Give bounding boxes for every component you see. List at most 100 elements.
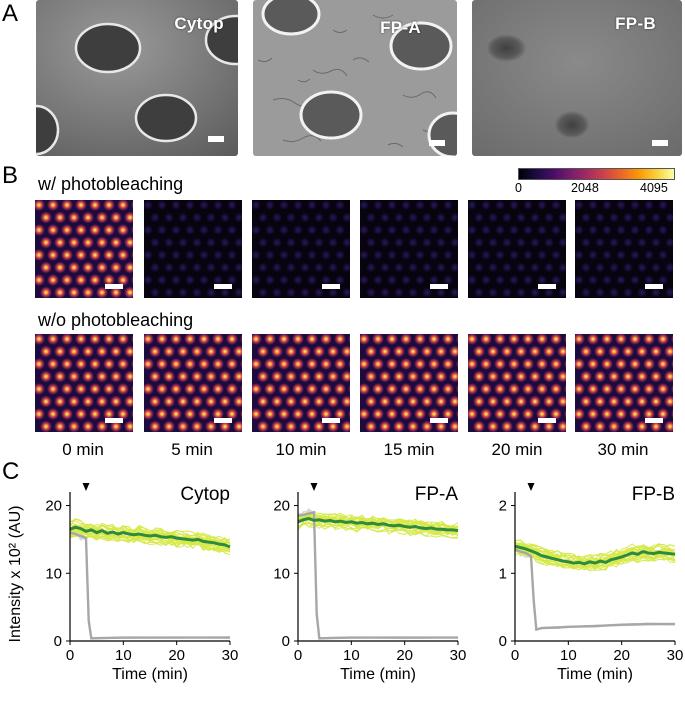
cell-spot [415,275,425,285]
cell-spot [47,408,59,420]
cell-spot [164,237,174,248]
cell-spot [219,395,231,408]
cell-spot [622,370,634,383]
cell-spot [54,211,66,224]
cell-spot [227,250,237,260]
cell-spot [131,275,133,285]
cell-spot [226,334,238,345]
sem-image-fp-b: FP-B [472,0,682,156]
cell-spot [278,383,290,395]
cell-spot [637,262,647,273]
cell-spot [494,358,506,370]
fluorescence-image [35,334,133,432]
cell-spot [240,384,242,394]
cell-spot [575,358,585,370]
x-tick-label: 0 [294,647,302,664]
control-trace [69,523,231,545]
cell-spot [594,370,606,383]
cell-spot [103,274,115,286]
cell-spot [227,275,237,285]
cell-spot [110,395,122,408]
cell-spot [565,227,566,233]
cell-spot [502,212,512,223]
cell-spot [82,236,94,249]
cell-spot [220,212,230,223]
cell-spot [523,200,533,210]
cell-spot [630,275,640,285]
fluorescence-image-content [252,334,350,432]
cell-spot [342,262,350,273]
colorbar [518,168,675,180]
cell-spot [551,225,561,235]
cell-spot [360,408,370,420]
cell-spot [213,275,223,285]
cell-spot [608,345,620,358]
cell-spot [601,408,613,420]
cell-spot [644,225,654,235]
cell-spot [366,262,376,273]
control-trace [69,523,231,545]
cell-spot [428,408,440,420]
cell-spot [394,262,404,273]
cell-spot [279,200,289,210]
cell-spot [96,211,108,224]
cell-spot [240,409,242,419]
cell-spot [429,225,439,235]
cell-spot [212,408,224,420]
cell-spot [314,237,324,248]
cell-spot [257,395,269,408]
cell-spot [407,395,419,408]
cell-spot [644,200,654,210]
cell-spot [536,383,548,395]
cell-spot [191,395,203,408]
cell-spot [575,408,585,420]
cell-spot [529,370,541,383]
fluorescence-image-content [468,200,566,298]
scale-bar [429,140,445,146]
cell-spot [429,275,439,285]
cell-spot [495,275,505,285]
fluorescence-image [360,334,458,432]
cell-spot [292,358,304,370]
cell-spot [199,200,209,210]
cell-spot [149,395,161,408]
cell-spot [96,261,108,274]
cell-spot [292,408,304,420]
cell-spot [587,383,599,395]
cell-spot [581,237,591,248]
cell-spot [557,420,566,432]
cell-spot [394,237,404,248]
cell-spot [192,262,202,273]
fluorescence-image [144,200,242,298]
cell-spot [360,200,369,210]
cell-spot [481,200,491,210]
cell-spot [240,334,242,344]
cell-spot [257,345,269,358]
cell-spot [665,287,673,298]
cell-spot [89,274,101,286]
x-axis-label: Time (min) [340,666,416,683]
scale-bar [538,284,556,289]
cell-spot [457,277,458,283]
cell-spot [616,275,626,285]
cell-spot [373,200,383,210]
cell-spot [35,408,45,420]
cell-spot [314,287,324,298]
cell-spot [658,250,668,260]
cell-spot [300,262,310,273]
cell-spot [265,225,275,235]
cell-spot [523,225,533,235]
cell-spot [219,370,231,383]
cell-spot [40,286,52,298]
cell-spot [240,359,242,369]
cell-spot [328,262,338,273]
cell-spot [131,359,133,369]
cell-spot [61,224,73,236]
fluorescence-image-content [35,200,133,298]
cell-spot [536,334,548,345]
cell-spot [480,408,492,420]
fluorescence-image [468,334,566,432]
cell-spot [103,249,115,261]
cell-spot [54,370,66,383]
cell-spot [61,249,73,261]
